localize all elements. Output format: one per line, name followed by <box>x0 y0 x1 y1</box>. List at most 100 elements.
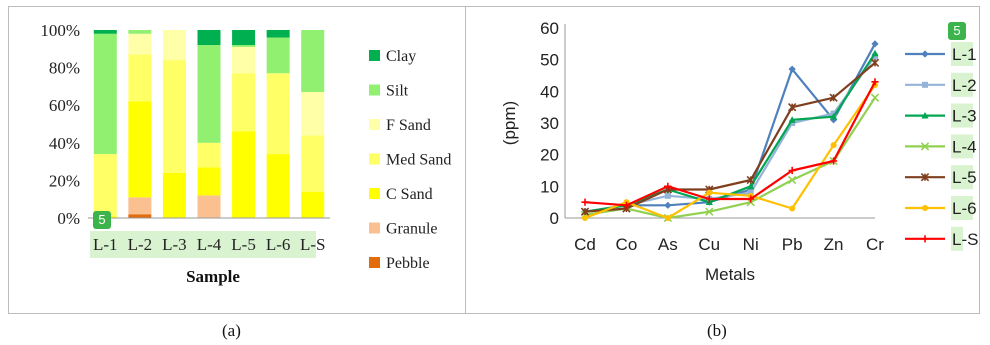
y-tick-label: 30 <box>540 114 559 133</box>
data-point <box>664 192 671 199</box>
legend-marker <box>921 50 929 58</box>
data-point <box>747 189 754 196</box>
data-point <box>622 201 631 209</box>
data-point <box>871 40 879 48</box>
bar-segment <box>93 30 117 34</box>
y-tick-label: 0% <box>57 209 80 228</box>
y-axis-title: (ppm) <box>500 101 519 145</box>
x-label-highlight <box>90 231 316 258</box>
bar-segment <box>162 60 186 173</box>
bar-segment <box>93 33 117 155</box>
bar-segment <box>197 195 221 218</box>
bar-segment <box>232 131 256 218</box>
line-chart: 0 10 20 30 40 50 60 (ppm) Cd Co As Cu Ni Pb Zn Cr Metals… <box>500 19 978 284</box>
legend-label: L-S <box>952 230 978 249</box>
legend-label: Silt <box>386 83 409 100</box>
x-tick-label: Cr <box>866 235 884 254</box>
x-tick-label: Cu <box>698 235 720 254</box>
legend-swatch <box>369 119 380 130</box>
data-point <box>747 182 755 190</box>
series-line <box>584 43 876 213</box>
y-tick-label: 60 <box>540 19 559 38</box>
data-point <box>872 53 878 60</box>
x-tick-label: L-1 <box>93 235 118 254</box>
legend-highlight <box>951 226 963 251</box>
data-point <box>871 78 879 86</box>
legend-label: Med Sand <box>386 152 451 169</box>
data-point <box>789 205 796 212</box>
legend-marker <box>920 173 930 182</box>
legend-label: Clay <box>386 48 416 65</box>
y-tick-label: 60% <box>49 96 80 115</box>
x-tick-label: Cd <box>574 235 596 254</box>
bar-segment <box>232 30 256 46</box>
bar-segment <box>197 167 221 196</box>
data-point <box>870 58 880 67</box>
x-tick-label: As <box>658 235 678 254</box>
y-tick-label: 100% <box>40 21 80 40</box>
data-point <box>787 103 797 112</box>
x-tick-label: L-S <box>300 235 326 254</box>
y-tick-label: 20% <box>49 171 80 190</box>
data-point <box>830 142 837 149</box>
bar-segment <box>301 135 325 192</box>
legend-label: L-6 <box>952 199 977 218</box>
y-tick-label: 10 <box>540 177 559 196</box>
bar-segment <box>301 92 325 136</box>
data-point <box>829 157 838 165</box>
x-tick-label: L-5 <box>231 235 256 254</box>
data-point <box>582 215 588 221</box>
x-tick-label: L-2 <box>128 235 153 254</box>
legend-label: L-4 <box>952 137 977 156</box>
legend-marker <box>920 142 930 151</box>
series-line <box>584 55 876 213</box>
bar-segment <box>93 154 117 217</box>
data-point <box>747 185 755 194</box>
legend-label: L-1 <box>952 45 977 64</box>
x-tick-label: L-6 <box>266 235 291 254</box>
bar-segment <box>266 37 290 74</box>
badge-right: 5 <box>948 22 966 40</box>
data-point <box>789 120 796 126</box>
data-point <box>705 195 713 203</box>
legend-highlight <box>951 134 973 159</box>
data-point <box>829 113 838 120</box>
legend-label: Granule <box>386 221 438 238</box>
bar-segment <box>301 30 325 93</box>
series-line <box>584 52 876 213</box>
legend-label: C Sand <box>386 186 433 203</box>
legend-label: F Sand <box>386 117 431 134</box>
data-point <box>664 182 672 190</box>
bar-segment <box>197 142 221 168</box>
bar-segment <box>162 30 186 61</box>
legend-label: Pebble <box>386 255 430 272</box>
data-point <box>787 175 797 185</box>
legend-highlight <box>951 42 973 66</box>
caption-a: (a) <box>222 321 241 340</box>
legend-label: L-3 <box>952 107 977 126</box>
data-point <box>746 175 755 185</box>
bar-segment <box>266 73 290 155</box>
legend-marker <box>922 205 928 211</box>
data-point <box>706 189 713 196</box>
legend-swatch <box>369 257 380 268</box>
x-tick-label: L-3 <box>162 235 187 254</box>
legend-highlight <box>951 72 973 97</box>
x-tick-label: Zn <box>824 235 844 254</box>
y-tick-label: 0 <box>550 209 559 228</box>
legend-marker <box>922 81 928 88</box>
badge-left: 5 <box>93 211 111 229</box>
data-point <box>705 207 714 216</box>
data-point <box>788 116 796 123</box>
x-tick-label: L-4 <box>197 235 222 254</box>
series-line <box>584 61 876 213</box>
panel-divider <box>465 6 466 314</box>
legend-label: L-2 <box>952 76 977 95</box>
data-point <box>664 201 672 209</box>
data-point <box>664 215 671 221</box>
bar-segment <box>266 154 290 218</box>
data-point <box>788 166 796 175</box>
bar-segment <box>301 191 325 218</box>
y-tick-label: 40 <box>540 82 559 101</box>
y-tick-label: 50 <box>540 51 559 70</box>
